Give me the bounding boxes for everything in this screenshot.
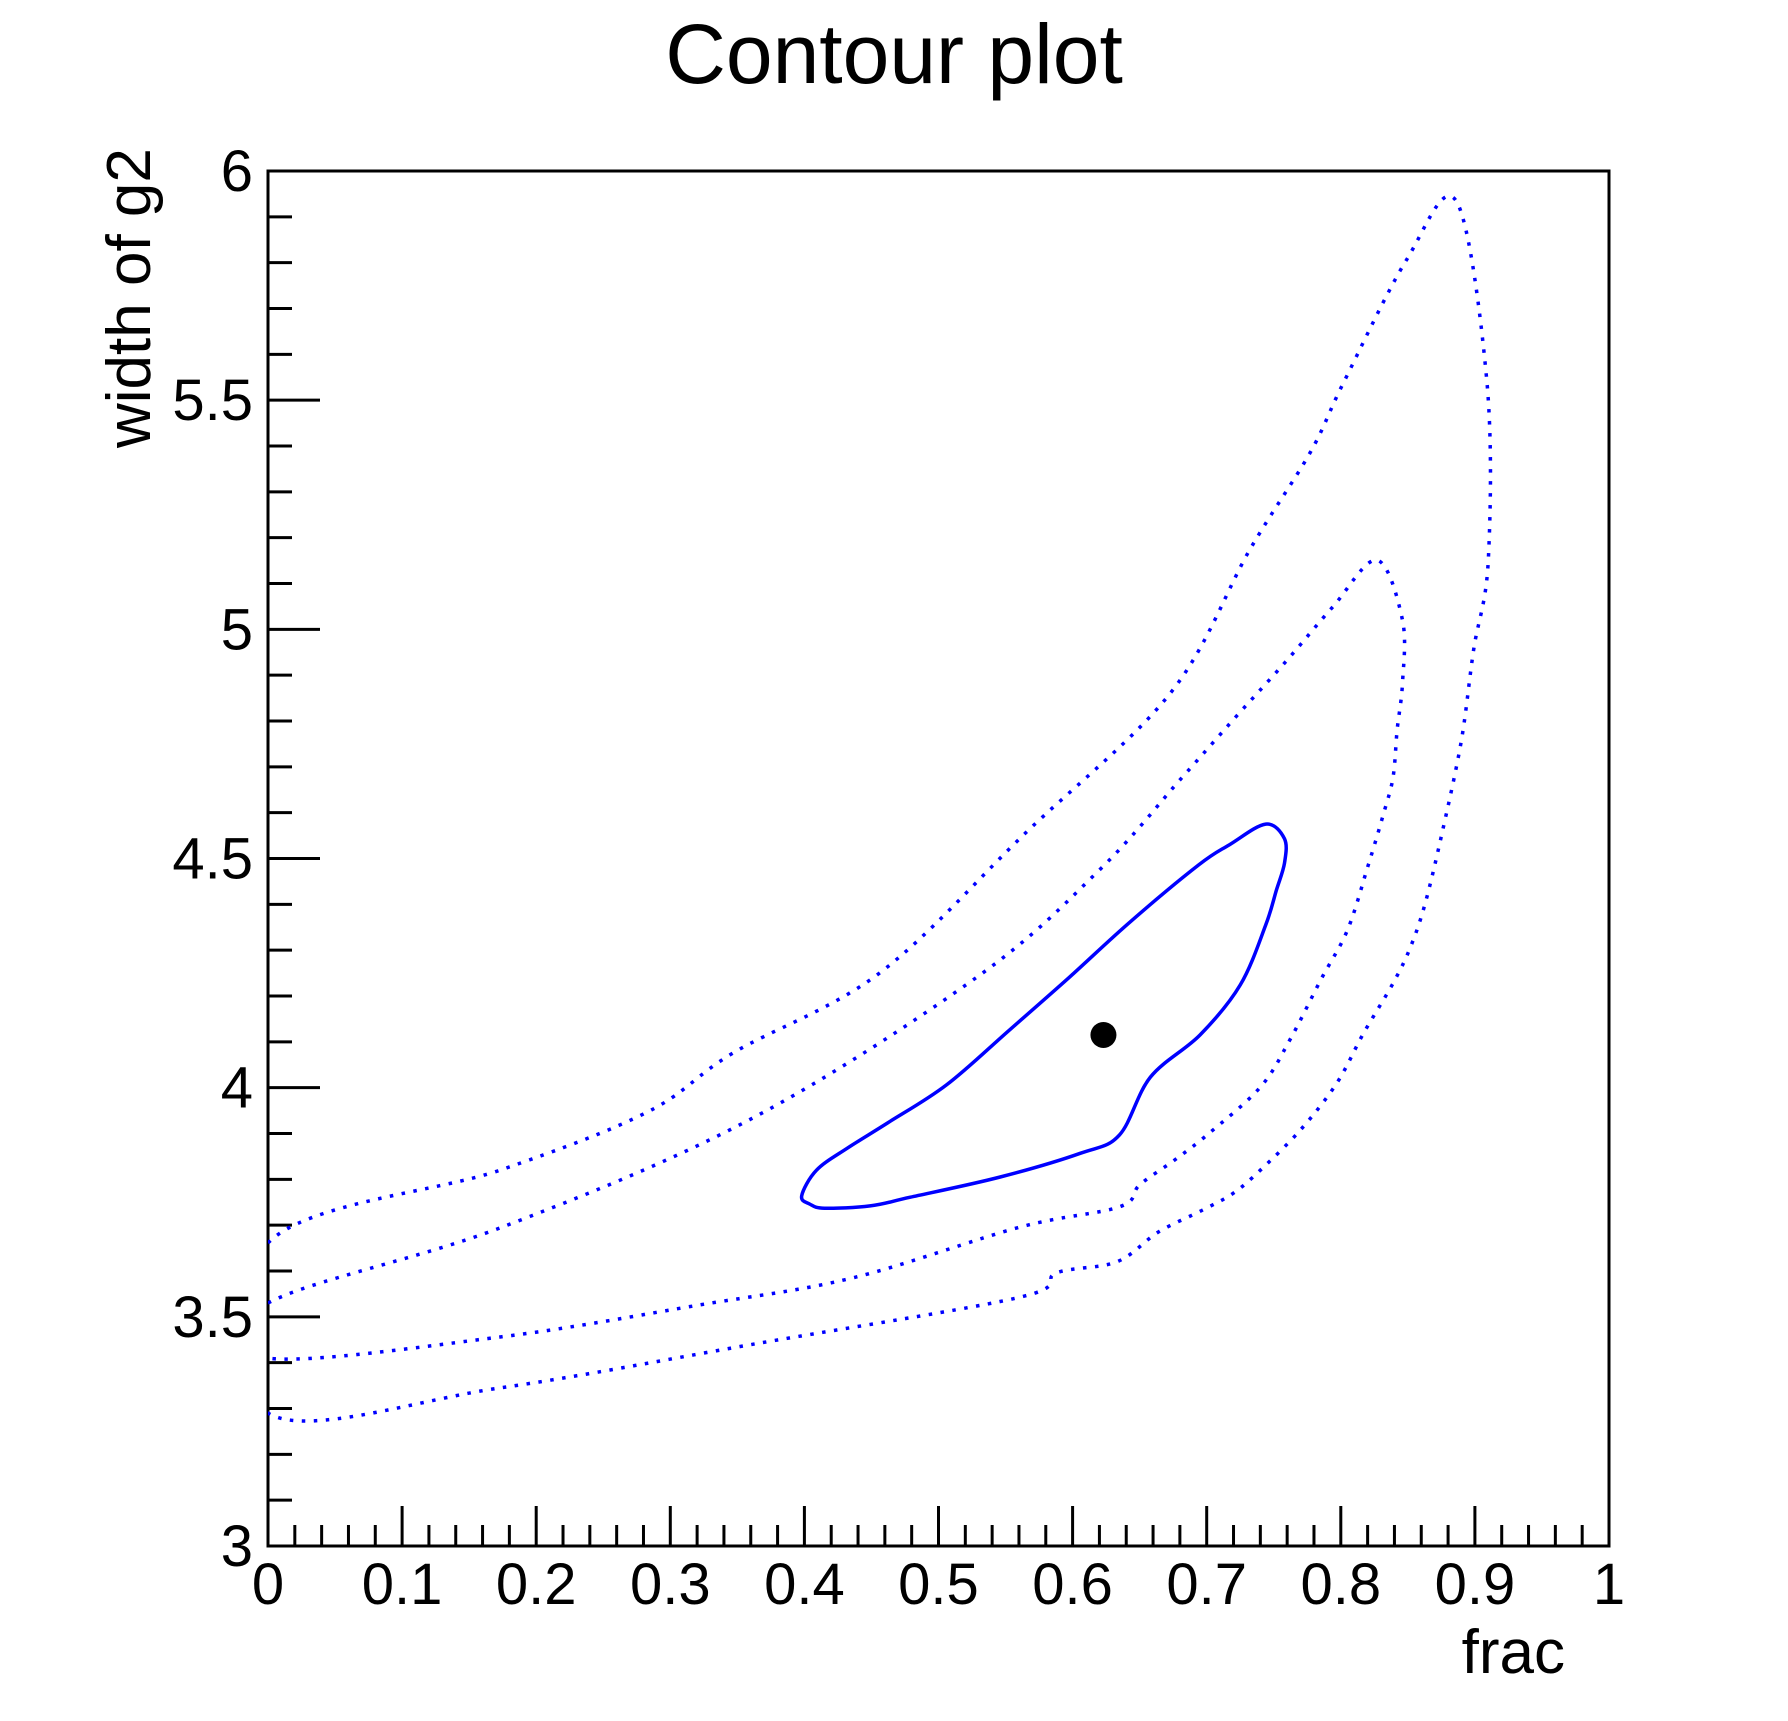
y-tick-label: 4 <box>221 1056 253 1121</box>
contour-2sigma <box>268 558 1407 1361</box>
x-tick-label: 0.9 <box>1435 1552 1516 1617</box>
x-tick-label: 0.2 <box>496 1552 577 1617</box>
x-tick-label: 0.5 <box>898 1552 979 1617</box>
x-tick-label: 0 <box>252 1552 284 1617</box>
x-tick-label: 0.3 <box>630 1552 711 1617</box>
y-tick-label: 6 <box>221 139 253 204</box>
x-tick-label: 0.4 <box>764 1552 845 1617</box>
y-tick-label: 5 <box>221 597 253 662</box>
x-tick-label: 0.1 <box>362 1552 443 1617</box>
y-tick-label: 5.5 <box>172 368 253 433</box>
x-tick-label: 1 <box>1593 1552 1625 1617</box>
y-tick-label: 3.5 <box>172 1285 253 1350</box>
x-axis-title: frac <box>1461 1618 1565 1687</box>
x-tick-label: 0.7 <box>1166 1552 1247 1617</box>
contour-1sigma <box>799 822 1288 1211</box>
contour-3sigma <box>268 194 1493 1423</box>
y-tick-label: 3 <box>221 1514 253 1579</box>
y-tick-label: 4.5 <box>172 827 253 892</box>
chart-title: Contour plot <box>665 7 1123 101</box>
plot-frame <box>266 169 1611 1548</box>
x-tick-label: 0.6 <box>1032 1552 1113 1617</box>
x-tick-label: 0.8 <box>1300 1552 1381 1617</box>
best-fit-marker <box>1090 1021 1117 1048</box>
y-axis-title: width of g2 <box>95 148 164 448</box>
